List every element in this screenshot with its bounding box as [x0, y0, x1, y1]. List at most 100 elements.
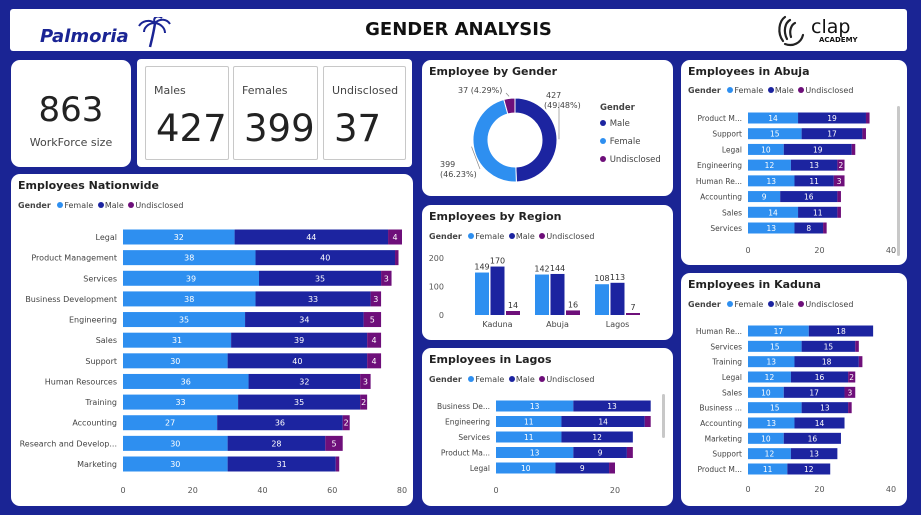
bar-segment-female[interactable] — [123, 250, 256, 266]
bar-segment-male[interactable] — [238, 394, 361, 410]
bar-segment-undisclosed[interactable] — [367, 332, 382, 348]
bar-segment-male[interactable] — [801, 128, 863, 140]
bar-segment-male[interactable] — [780, 191, 838, 203]
bar-segment-female[interactable] — [496, 447, 574, 458]
bar-segment-male[interactable] — [561, 416, 645, 427]
bar-segment-undisclosed[interactable] — [823, 222, 827, 234]
bar-segment-female[interactable] — [748, 432, 784, 444]
bar-segment-male[interactable] — [573, 447, 627, 458]
bar-segment-female[interactable] — [496, 462, 556, 474]
bar-segment-male[interactable] — [217, 415, 343, 431]
bar-segment-undisclosed[interactable] — [395, 250, 399, 266]
bar-segment-male[interactable] — [783, 143, 852, 155]
bar-segment-undisclosed[interactable] — [833, 175, 845, 187]
bar-segment-undisclosed[interactable] — [862, 128, 866, 140]
bar-segment-undisclosed[interactable] — [851, 143, 856, 155]
bar-segment-undisclosed[interactable] — [837, 191, 841, 203]
bar-male[interactable] — [490, 266, 505, 315]
bar-segment-male[interactable] — [248, 373, 361, 389]
bar-segment-male[interactable] — [801, 340, 856, 352]
bar-segment-undisclosed[interactable] — [858, 356, 863, 368]
bar-segment-undisclosed[interactable] — [848, 402, 852, 414]
bar-segment-male[interactable] — [790, 159, 838, 171]
bar-segment-undisclosed[interactable] — [325, 435, 343, 451]
bar-segment-undisclosed[interactable] — [363, 312, 382, 328]
bar-segment-female[interactable] — [496, 416, 562, 427]
bar-segment-undisclosed[interactable] — [837, 159, 845, 171]
bar-segment-undisclosed[interactable] — [381, 270, 392, 286]
bar-segment-male[interactable] — [227, 456, 336, 472]
bar-segment-male[interactable] — [783, 432, 841, 444]
bar-segment-female[interactable] — [748, 175, 795, 187]
bar-segment-female[interactable] — [748, 325, 809, 337]
bar-segment-female[interactable] — [748, 191, 781, 203]
bar-segment-male[interactable] — [255, 291, 371, 307]
bar-segment-female[interactable] — [123, 435, 228, 451]
bar-segment-undisclosed[interactable] — [844, 386, 856, 398]
bar-undisclosed[interactable] — [506, 311, 520, 315]
donut-slice-undisclosed[interactable] — [503, 97, 516, 115]
bar-segment-female[interactable] — [123, 456, 228, 472]
bar-undisclosed[interactable] — [626, 313, 640, 315]
bar-segment-female[interactable] — [748, 448, 791, 460]
bar-segment-undisclosed[interactable] — [626, 447, 633, 458]
bar-segment-female[interactable] — [748, 112, 799, 124]
bar-segment-female[interactable] — [123, 353, 228, 369]
bar-segment-male[interactable] — [808, 325, 874, 337]
bar-segment-undisclosed[interactable] — [848, 371, 856, 383]
bar-segment-female[interactable] — [748, 386, 784, 398]
bar-segment-female[interactable] — [496, 400, 574, 412]
bar-segment-male[interactable] — [790, 371, 849, 383]
bar-segment-male[interactable] — [790, 448, 838, 460]
bar-segment-female[interactable] — [748, 371, 791, 383]
bar-segment-female[interactable] — [123, 229, 235, 245]
bar-segment-female[interactable] — [748, 222, 795, 234]
bar-segment-undisclosed[interactable] — [644, 416, 651, 427]
bar-segment-male[interactable] — [798, 112, 866, 124]
bar-segment-male[interactable] — [787, 463, 831, 475]
bar-female[interactable] — [595, 284, 609, 315]
bar-segment-male[interactable] — [798, 206, 838, 218]
bar-segment-male[interactable] — [801, 402, 849, 414]
bar-segment-undisclosed[interactable] — [342, 415, 350, 431]
bar-segment-female[interactable] — [748, 356, 795, 368]
bar-segment-male[interactable] — [794, 356, 859, 368]
bar-segment-undisclosed[interactable] — [855, 340, 859, 352]
bar-segment-female[interactable] — [748, 206, 799, 218]
bar-segment-undisclosed[interactable] — [335, 456, 340, 472]
bar-segment-male[interactable] — [794, 417, 845, 429]
bar-undisclosed[interactable] — [566, 310, 580, 315]
bar-segment-male[interactable] — [794, 175, 834, 187]
bar-segment-male[interactable] — [573, 400, 651, 412]
bar-segment-female[interactable] — [748, 402, 802, 414]
bar-segment-male[interactable] — [231, 332, 368, 348]
bar-segment-male[interactable] — [259, 270, 382, 286]
abuja-scrollbar[interactable] — [897, 106, 900, 256]
bar-segment-female[interactable] — [123, 394, 239, 410]
bar-male[interactable] — [610, 282, 625, 315]
bar-female[interactable] — [475, 272, 489, 315]
bar-segment-undisclosed[interactable] — [865, 112, 870, 124]
bar-segment-male[interactable] — [555, 462, 610, 474]
bar-segment-undisclosed[interactable] — [360, 394, 368, 410]
bar-segment-female[interactable] — [748, 417, 795, 429]
bar-segment-male[interactable] — [783, 386, 845, 398]
bar-segment-undisclosed[interactable] — [370, 291, 382, 307]
bar-segment-female[interactable] — [123, 291, 256, 307]
bar-segment-female[interactable] — [123, 332, 232, 348]
bar-segment-female[interactable] — [748, 340, 802, 352]
bar-male[interactable] — [550, 273, 565, 315]
bar-segment-male[interactable] — [561, 431, 633, 443]
bar-segment-undisclosed[interactable] — [360, 373, 371, 389]
bar-segment-female[interactable] — [123, 373, 249, 389]
bar-segment-male[interactable] — [227, 353, 368, 369]
bar-segment-female[interactable] — [748, 143, 784, 155]
donut-slice-male[interactable] — [514, 97, 558, 183]
bar-segment-undisclosed[interactable] — [388, 229, 402, 245]
lagos-scrollbar[interactable] — [662, 394, 665, 438]
bar-segment-male[interactable] — [245, 312, 364, 328]
bar-segment-female[interactable] — [748, 128, 802, 140]
bar-segment-male[interactable] — [794, 222, 824, 234]
bar-segment-female[interactable] — [496, 431, 562, 443]
bar-segment-undisclosed[interactable] — [609, 462, 615, 474]
